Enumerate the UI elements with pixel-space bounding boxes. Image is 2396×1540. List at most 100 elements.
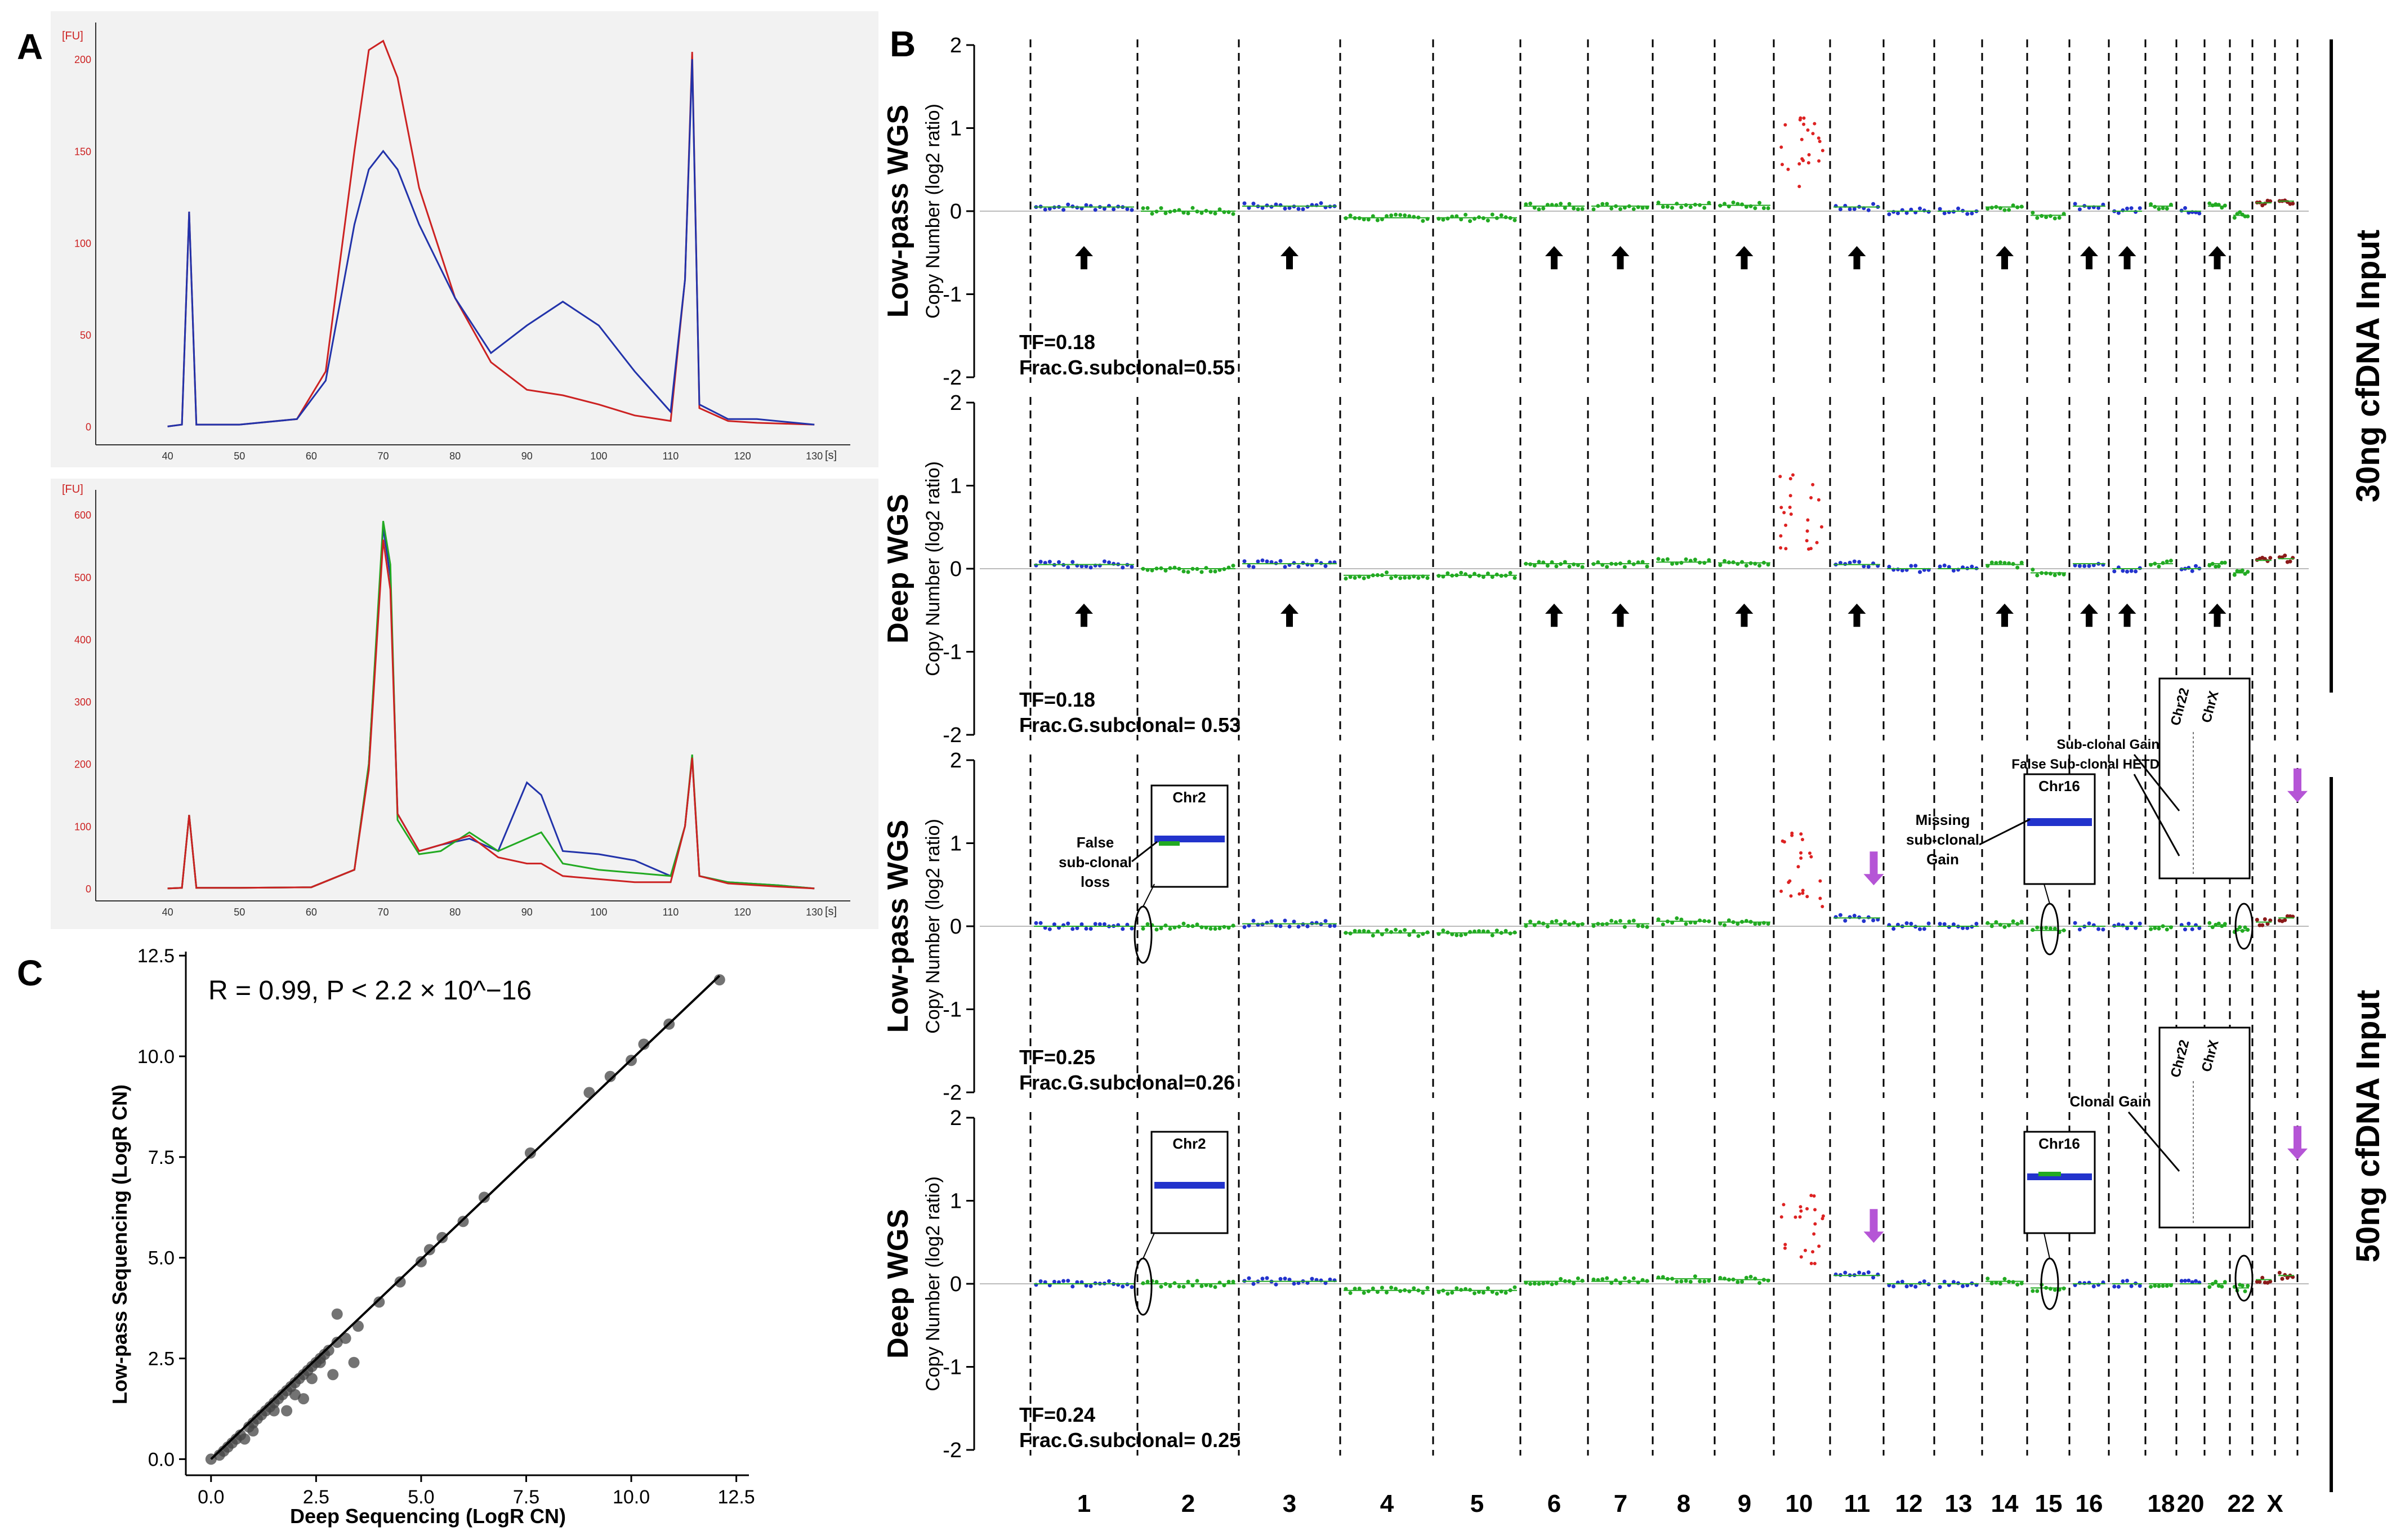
b-point <box>2207 1285 2212 1289</box>
a-bottom-xtick-label: 80 <box>449 907 461 918</box>
b-point-chr10 <box>1797 892 1801 896</box>
b-point <box>1208 926 1213 931</box>
b-point <box>1125 207 1130 211</box>
b-point <box>1918 206 1922 211</box>
a-top-xtick-label: 120 <box>734 450 751 462</box>
a-top-xtick-label: 80 <box>449 450 461 462</box>
b-point-chr10 <box>1809 547 1813 551</box>
b-point <box>1904 1284 1909 1289</box>
b-point <box>2240 568 2245 573</box>
b-point <box>1537 207 1541 212</box>
b-point-chr10 <box>1801 838 1804 841</box>
c-xtick-label: 0.0 <box>198 1487 224 1508</box>
b-point <box>2091 1284 2096 1289</box>
b-row-ytick-label: -1 <box>943 641 962 664</box>
b-point <box>1421 1291 1425 1295</box>
b-arrow-marker <box>2118 245 2136 270</box>
b-point <box>1938 1285 1942 1289</box>
b-point <box>2116 211 2121 215</box>
a-bottom-xtick-label: 130 <box>806 907 823 918</box>
b-point <box>1684 203 1688 207</box>
b-point <box>2165 207 2169 211</box>
b-point <box>2157 207 2161 211</box>
b-point <box>1348 575 1353 579</box>
panel-label-b: B <box>890 24 916 64</box>
b-point <box>1468 219 1473 224</box>
b-point <box>1251 918 1256 923</box>
b-point <box>1622 565 1627 569</box>
b-point <box>1871 202 1876 206</box>
b-point <box>2161 561 2165 565</box>
b-chrom-label: 1 <box>1077 1490 1091 1517</box>
b-point <box>1707 1279 1711 1283</box>
b-point <box>1698 1279 1702 1283</box>
b-point-chr10 <box>1799 116 1802 120</box>
a-top-ytick-label: 50 <box>80 329 91 341</box>
c-point <box>281 1405 293 1417</box>
b-arrow-marker <box>1996 603 2014 627</box>
panel-b: Low-pass WGS Copy Number (log2 ratio)210-… <box>882 34 2386 1517</box>
b-point <box>1922 208 1926 213</box>
b-point <box>1640 560 1645 564</box>
b-point-chr10 <box>1806 161 1810 165</box>
c-ylabel: Low-pass Sequencing (LogR CN) <box>108 1084 131 1404</box>
b-point <box>1287 1278 1292 1282</box>
b-point <box>1416 934 1421 938</box>
b-point <box>1731 560 1735 565</box>
b-point <box>1150 212 1154 216</box>
b-row-ytick-label: 0 <box>950 915 962 939</box>
c-ytick-label: 10.0 <box>137 1046 175 1068</box>
b-point <box>1481 575 1485 579</box>
b-point <box>1445 1292 1450 1296</box>
b-point <box>1866 208 1871 212</box>
b-point <box>1247 206 1251 210</box>
b-row-ytick-label: 2 <box>950 34 962 57</box>
b-point <box>2260 923 2265 927</box>
b-point <box>2255 918 2259 922</box>
b-point-chr10 <box>1813 1208 1817 1212</box>
b-point <box>1038 921 1043 925</box>
b-point <box>2015 1282 2020 1287</box>
b-arrow-marker <box>2080 245 2098 270</box>
b-point <box>1757 564 1762 568</box>
a-top-axes: 0 50 100 150 200 40 50 60 70 80 90 100 110 120 130 <box>74 23 850 462</box>
b-point <box>1362 929 1366 933</box>
b-point <box>1168 1284 1172 1288</box>
b-point <box>1645 925 1649 929</box>
b-point <box>1838 561 1842 565</box>
b-point-chr10 <box>1806 128 1810 132</box>
b-point <box>1490 933 1494 938</box>
b-point <box>1843 1270 1848 1275</box>
b-point <box>1866 1270 1871 1275</box>
b-point <box>1618 1281 1622 1285</box>
b-point <box>2197 926 2202 930</box>
b-point <box>1871 1275 1876 1280</box>
b-point <box>1362 217 1366 222</box>
b-arrow-marker <box>1545 245 1563 270</box>
b-point <box>1900 1279 1904 1284</box>
b-point <box>1665 557 1670 561</box>
b-point <box>2007 923 2011 927</box>
b-point-chr10 <box>1782 1203 1786 1207</box>
b-point-chr10 <box>1784 547 1788 551</box>
b-point <box>1348 1291 1353 1295</box>
b-point <box>1283 565 1287 569</box>
b-row-ytick-label: -2 <box>943 724 962 747</box>
chr2-row4-connector <box>1143 1233 1155 1259</box>
a-bottom-axes: 0 100 200 300 400 500 600 40 50 60 70 80 90 100 110 120… <box>74 490 850 918</box>
b-point-chr10 <box>1779 145 1783 149</box>
b-point <box>1609 206 1614 211</box>
b-arrow-marker <box>2118 603 2136 627</box>
b-point <box>2053 1288 2057 1292</box>
b-point <box>1260 206 1265 210</box>
b-row-3: Low-pass WGS Copy Number (log2 ratio) 2 1 0 -… <box>882 749 2309 1105</box>
b-point <box>1866 915 1871 919</box>
b-chrom-label: 22 <box>2228 1490 2255 1517</box>
b-point <box>2040 214 2044 218</box>
b-row-ylabel: Copy Number (log2 ratio) <box>922 104 944 319</box>
b-point <box>1567 202 1572 206</box>
b-point <box>1323 564 1328 568</box>
b-arrow-marker <box>1735 603 1754 627</box>
b-point <box>1052 1279 1056 1284</box>
b-point <box>1490 575 1494 579</box>
